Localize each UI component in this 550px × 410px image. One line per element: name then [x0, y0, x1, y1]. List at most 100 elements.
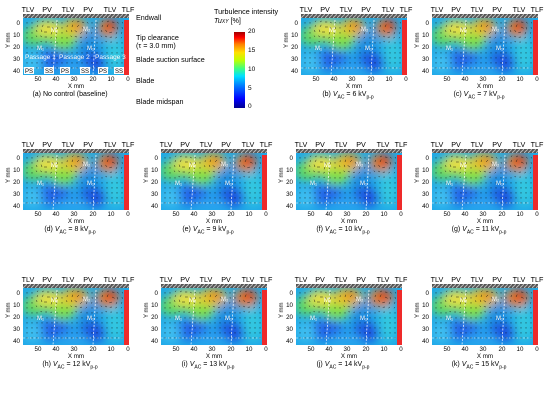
- colorbar-symbol: Tu: [214, 15, 222, 25]
- x-tick: 20: [498, 346, 506, 353]
- panel-caption: (k) VAC = 15 kVp-p: [414, 361, 544, 370]
- top-label-pv: PV: [315, 140, 325, 149]
- panel-h: TLV PV TLV PV TLV TLF Y mm 0 10 20 30 40 M₂ M₁ M₂ M₁ 50 4…: [5, 275, 135, 373]
- x-tick: 30: [208, 346, 216, 353]
- passage-divider: [325, 154, 331, 210]
- contour-region: [378, 306, 398, 342]
- x-tick: 40: [190, 211, 198, 218]
- passage-label: Passage 1: [25, 54, 56, 61]
- x-tick: 40: [461, 211, 469, 218]
- y-tick: 40: [13, 338, 20, 345]
- contour-region: [73, 156, 83, 164]
- turbulence-field: [432, 153, 534, 210]
- contour-region: [105, 36, 125, 72]
- y-tick: 10: [422, 167, 429, 174]
- caption-vac-sub: AC: [194, 364, 202, 371]
- x-tick: 50: [172, 346, 180, 353]
- x-tick: 10: [107, 346, 115, 353]
- top-labels: TLV PV TLV PV TLV TLF: [22, 140, 135, 149]
- passage-divider: [230, 289, 235, 345]
- caption-vac-sub: AC: [197, 229, 205, 236]
- contour-region: [105, 171, 125, 207]
- passage-divider: [230, 154, 235, 210]
- marker-label: M₁: [37, 316, 44, 322]
- surface-tag-box: [44, 67, 54, 74]
- x-tick: 30: [208, 211, 216, 218]
- blade-bar: [402, 20, 407, 75]
- blade-bar: [124, 155, 129, 210]
- y-tick: 40: [291, 68, 298, 75]
- x-ticks: 50 40 30 20 10 0: [161, 346, 273, 354]
- marker-label: M₁: [310, 181, 317, 187]
- velocity-vectors: [26, 290, 124, 339]
- x-ticks: 50 40 30 20 10 0: [23, 346, 135, 354]
- contour-region: [78, 300, 98, 328]
- colorbar-title: Turbulence intensity TuXY [%]: [214, 7, 278, 26]
- marker-label: M₁: [360, 316, 367, 322]
- y-tick: 10: [422, 32, 429, 39]
- y-axis-label: Y mm: [144, 302, 150, 318]
- caption-vac-sub: AC: [329, 229, 337, 236]
- x-tick: 20: [367, 76, 375, 83]
- contour-svg: M₂ M₁ M₂ M₁: [301, 14, 407, 75]
- turbulence-field: [296, 153, 398, 210]
- marker-label: M₂: [51, 28, 59, 34]
- x-tick: 10: [385, 76, 393, 83]
- marker-label: M₂: [83, 162, 91, 168]
- top-label-tlv: TLV: [334, 140, 348, 149]
- top-labels: TLV PV TLV PV TLV TLF: [431, 140, 544, 149]
- caption-pp-sub: p-p: [226, 229, 234, 236]
- contour-region: [105, 306, 125, 342]
- passage-divider: [92, 154, 97, 210]
- annotation-endwall: Endwall: [136, 13, 162, 22]
- surface-tag-box: [98, 67, 108, 74]
- top-label-tlv: TLV: [381, 5, 395, 14]
- contour-region: [432, 322, 452, 342]
- contour-region: [296, 322, 316, 342]
- x-tick: 50: [307, 346, 315, 353]
- x-ticks: 50 40 30 20 10 0: [432, 76, 544, 84]
- top-label-tlv: TLV: [294, 140, 308, 149]
- marker-label: M₂: [51, 163, 59, 169]
- y-tick: 30: [13, 326, 20, 333]
- blade-bar: [124, 20, 129, 75]
- passage-divider: [52, 289, 58, 345]
- caption-prefix: (i): [181, 361, 188, 368]
- x-axis-label: X mm: [205, 218, 223, 225]
- x-tick: 20: [498, 211, 506, 218]
- top-label-tlf: TLF: [259, 140, 273, 149]
- y-tick: 40: [286, 203, 293, 210]
- contour-region: [514, 171, 534, 207]
- caption-pp-sub: p-p: [362, 229, 370, 236]
- x-tick: 50: [34, 346, 42, 353]
- blade-bar: [397, 155, 402, 210]
- panel-caption: (d) VAC = 8 kVp-p: [5, 226, 135, 235]
- x-tick: 20: [362, 346, 370, 353]
- marker-label: M₂: [492, 297, 500, 303]
- panel-caption: (b) VAC = 6 kVp-p: [283, 91, 413, 100]
- x-tick: 30: [70, 211, 78, 218]
- contour-region: [351, 165, 371, 193]
- contour-region: [443, 290, 471, 306]
- x-tick: 10: [516, 346, 524, 353]
- marker-label: M₂: [324, 163, 332, 169]
- contour-plot: M₂ M₁ M₂ M₁: [301, 14, 407, 75]
- annotation-blade-midspan: Blade midspan: [136, 97, 184, 106]
- top-labels: TLV PV TLV PV TLV TLF: [160, 140, 273, 149]
- top-label-pv: PV: [180, 140, 190, 149]
- caption-text: = 8 kV: [68, 226, 89, 233]
- endwall-hatch: [301, 14, 407, 18]
- x-tick: 0: [126, 346, 130, 353]
- blade-bar: [533, 20, 538, 75]
- contour-region: [482, 156, 492, 164]
- x-tick: 30: [343, 346, 351, 353]
- contour-region: [383, 19, 395, 31]
- marker-label: M₂: [460, 28, 468, 34]
- top-label-tlv: TLV: [61, 140, 75, 149]
- surface-tag-box: [114, 67, 124, 74]
- y-tick: 0: [425, 290, 429, 297]
- contour-plot: M₂ M₁ M₂ M₁: [432, 14, 538, 75]
- passage-divider: [370, 19, 375, 75]
- annotation-blade-suction-surface: Blade suction surface: [136, 55, 205, 64]
- marker-label: M₁: [496, 316, 503, 322]
